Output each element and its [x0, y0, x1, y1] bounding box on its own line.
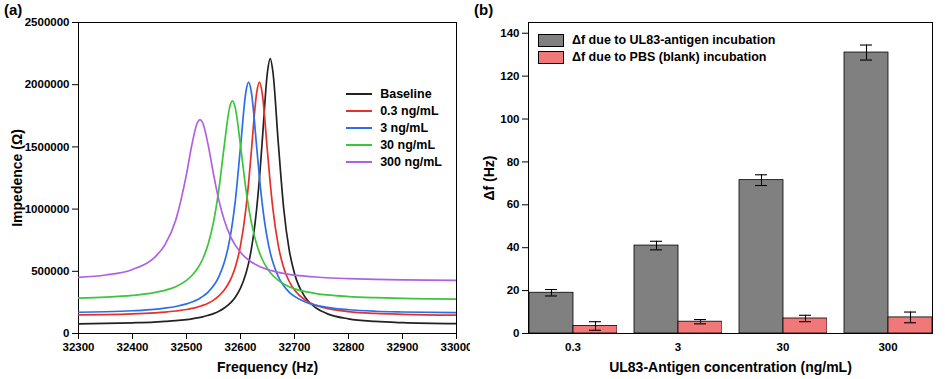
svg-text:300: 300: [878, 341, 897, 353]
svg-text:2000000: 2000000: [25, 78, 70, 90]
svg-text:32400: 32400: [117, 341, 149, 353]
svg-text:80: 80: [507, 156, 520, 168]
svg-text:32700: 32700: [279, 341, 311, 353]
svg-text:33000: 33000: [441, 341, 470, 353]
svg-text:UL83-Antigen concentration (ng: UL83-Antigen concentration (ng/mL): [609, 359, 852, 375]
svg-text:0: 0: [513, 327, 519, 339]
html-text:Δf due to UL83-antigen incubat: Δf due to UL83-antigen incubation: [572, 33, 776, 47]
html-text:(b): (b): [474, 1, 494, 18]
svg-text:Δf (Hz): Δf (Hz): [481, 155, 497, 200]
svg-text:140: 140: [500, 27, 519, 39]
svg-text:32300: 32300: [63, 341, 95, 353]
html-text:(a): (a): [4, 1, 23, 18]
svg-text:60: 60: [507, 198, 520, 210]
svg-text:32900: 32900: [387, 341, 419, 353]
svg-text:32800: 32800: [333, 341, 365, 353]
html-text:Δf due to PBS (blank) incubati: Δf due to PBS (blank) incubation: [572, 50, 767, 64]
svg-text:3: 3: [675, 341, 681, 353]
svg-text:100: 100: [500, 113, 519, 125]
svg-text:0: 0: [63, 327, 69, 339]
svg-text:1500000: 1500000: [25, 141, 70, 153]
html-text:300 ng/mL: 300 ng/mL: [380, 155, 442, 169]
svg-text:1000000: 1000000: [25, 203, 70, 215]
svg-text:Frequency (Hz): Frequency (Hz): [217, 359, 318, 375]
svg-text:2500000: 2500000: [25, 16, 70, 28]
svg-text:30: 30: [777, 341, 790, 353]
html-text:0.3 ng/mL: 0.3 ng/mL: [380, 104, 439, 118]
html-text:Baseline: Baseline: [380, 87, 432, 101]
svg-text:0.3: 0.3: [565, 341, 581, 353]
svg-text:20: 20: [507, 284, 520, 296]
html-text:30 ng/mL: 30 ng/mL: [380, 138, 435, 152]
svg-text:32600: 32600: [225, 341, 257, 353]
svg-text:40: 40: [507, 241, 520, 253]
html-text:3 ng/mL: 3 ng/mL: [380, 121, 429, 135]
svg-text:120: 120: [500, 70, 519, 82]
svg-text:32500: 32500: [171, 341, 203, 353]
svg-text:500000: 500000: [31, 265, 69, 277]
svg-text:Impedence (Ω): Impedence (Ω): [9, 129, 25, 227]
